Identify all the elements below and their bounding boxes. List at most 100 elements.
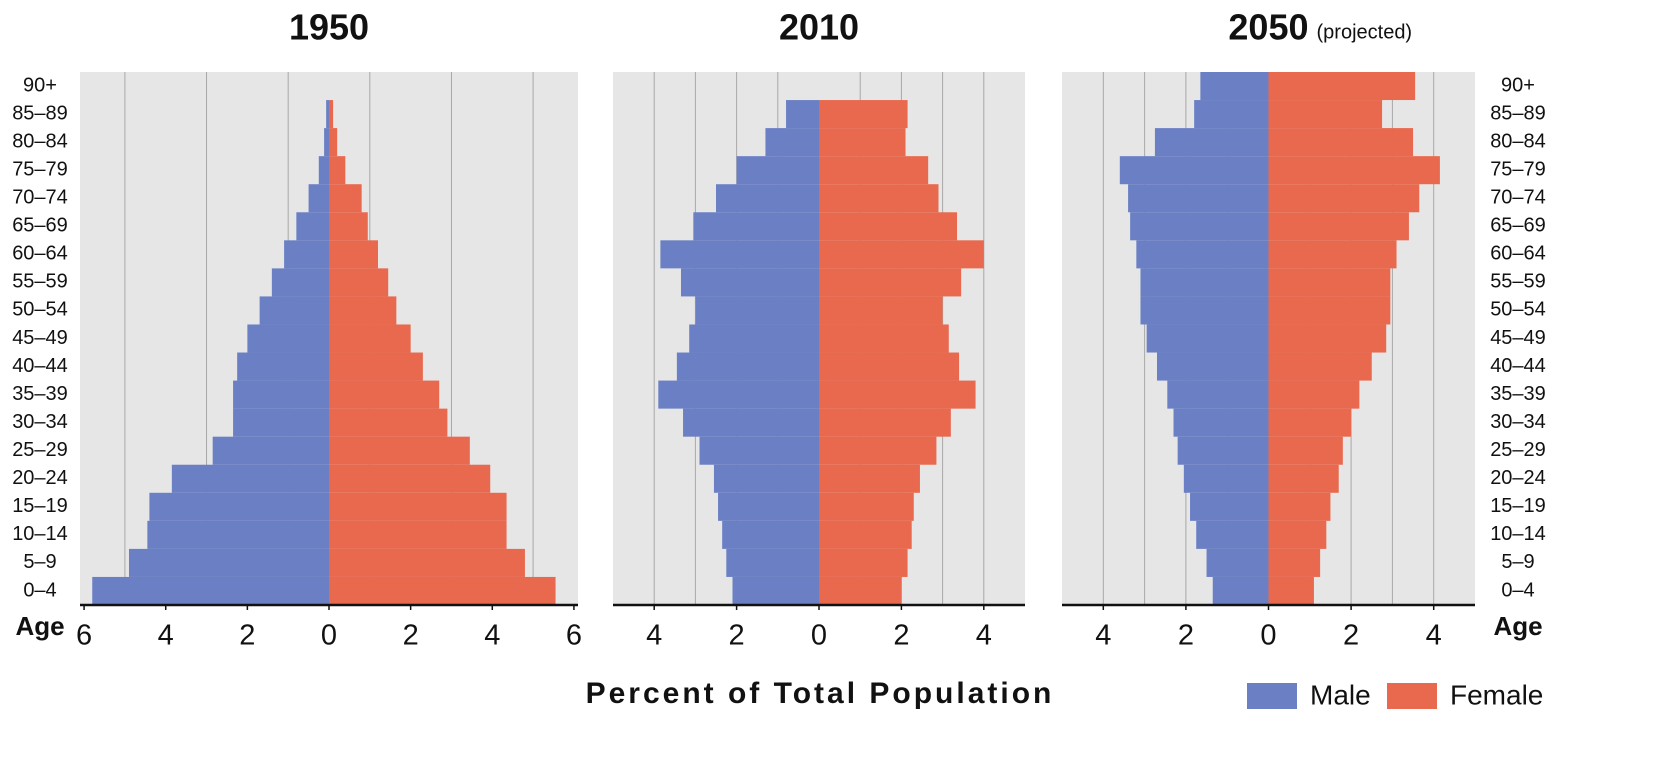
male-bar: [1140, 268, 1269, 297]
male-bar: [259, 296, 329, 325]
female-bar: [329, 212, 368, 241]
x-tick-label: 2: [403, 620, 419, 652]
female-bar: [1268, 240, 1397, 269]
male-bar: [699, 436, 819, 465]
male-bar: [676, 352, 819, 381]
female-bar: [1268, 324, 1387, 353]
age-label: 35–39: [12, 383, 68, 405]
female-bar: [1268, 268, 1391, 297]
male-bar: [296, 212, 329, 241]
male-bar: [1200, 72, 1269, 101]
male-bar: [689, 324, 819, 353]
age-label: 85–89: [12, 102, 68, 124]
age-label: 15–19: [12, 495, 68, 517]
x-tick-label: 4: [158, 620, 174, 652]
male-bar: [726, 548, 819, 577]
age-label: 25–29: [12, 439, 68, 461]
age-label: 35–39: [1490, 383, 1546, 405]
age-label: 45–49: [1490, 327, 1546, 349]
male-bar: [171, 464, 329, 493]
female-bar: [329, 184, 362, 213]
male-bar: [1167, 380, 1269, 409]
female-bar: [329, 408, 448, 437]
female-bar: [329, 520, 507, 549]
female-bar: [1268, 520, 1327, 549]
age-label: 75–79: [1490, 158, 1546, 180]
male-bar: [1154, 128, 1269, 157]
male-bar: [128, 548, 329, 577]
male-bar: [1206, 548, 1269, 577]
age-label: 30–34: [1490, 411, 1546, 433]
x-tick-label: 2: [729, 620, 745, 652]
x-axis-label: Percent of Total Population: [586, 677, 1055, 710]
female-bar: [1268, 464, 1339, 493]
x-tick-label: 2: [239, 620, 255, 652]
age-label: 25–29: [1490, 439, 1546, 461]
male-bar: [716, 184, 819, 213]
male-bar: [284, 240, 329, 269]
age-label: 15–19: [1490, 495, 1546, 517]
female-bar: [819, 492, 914, 521]
male-bar: [1146, 324, 1269, 353]
age-label: 50–54: [12, 299, 68, 321]
male-bar: [247, 324, 329, 353]
panel-title: 2010: [779, 7, 859, 48]
age-label: 10–14: [12, 523, 68, 545]
age-label: 90+: [1501, 74, 1535, 96]
female-bar: [329, 296, 397, 325]
male-bar: [732, 576, 819, 605]
y-axis-label: Age: [15, 611, 64, 641]
x-tick-label: 4: [976, 620, 992, 652]
age-label: 90+: [23, 74, 57, 96]
x-tick-label: 2: [1343, 620, 1359, 652]
male-bar: [324, 128, 329, 157]
male-bar: [658, 380, 819, 409]
age-label: 20–24: [1490, 467, 1546, 489]
x-tick-label: 2: [1178, 620, 1194, 652]
x-tick-label: 4: [484, 620, 500, 652]
age-label: 0–4: [1501, 579, 1534, 601]
female-bar: [819, 436, 937, 465]
female-bar: [819, 240, 984, 269]
female-bar: [329, 436, 470, 465]
male-bar: [237, 352, 329, 381]
female-bar: [329, 128, 338, 157]
female-bar: [1268, 408, 1352, 437]
female-bar: [819, 296, 943, 325]
female-bar: [1268, 380, 1360, 409]
female-bar: [819, 128, 906, 157]
x-tick-label: 2: [893, 620, 909, 652]
legend-label: Female: [1450, 679, 1543, 710]
age-label: 60–64: [12, 243, 68, 265]
panel-title: 1950: [289, 7, 369, 48]
male-bar: [680, 268, 819, 297]
male-bar: [233, 380, 329, 409]
male-bar: [1190, 492, 1269, 521]
female-bar: [1268, 100, 1383, 129]
age-label: 5–9: [23, 551, 56, 573]
age-label: 40–44: [1490, 355, 1546, 377]
female-bar: [819, 268, 962, 297]
male-bar: [786, 100, 819, 129]
male-bar: [149, 492, 329, 521]
female-bar: [819, 324, 949, 353]
female-bar: [1268, 156, 1440, 185]
male-bar: [718, 492, 819, 521]
male-bar: [92, 576, 329, 605]
female-bar: [329, 492, 507, 521]
x-tick-label: 0: [1260, 620, 1276, 652]
female-bar: [329, 352, 423, 381]
y-axis-label: Age: [1493, 611, 1542, 641]
x-tick-label: 4: [1426, 620, 1442, 652]
male-bar: [713, 464, 819, 493]
male-bar: [736, 156, 819, 185]
age-label: 45–49: [12, 327, 68, 349]
male-bar: [318, 156, 329, 185]
female-bar: [1268, 492, 1331, 521]
x-tick-label: 0: [321, 620, 337, 652]
panel-title: 2050: [1228, 7, 1308, 48]
female-bar: [329, 156, 346, 185]
female-bar: [819, 576, 902, 605]
legend-swatch: [1387, 683, 1437, 709]
male-bar: [233, 408, 329, 437]
